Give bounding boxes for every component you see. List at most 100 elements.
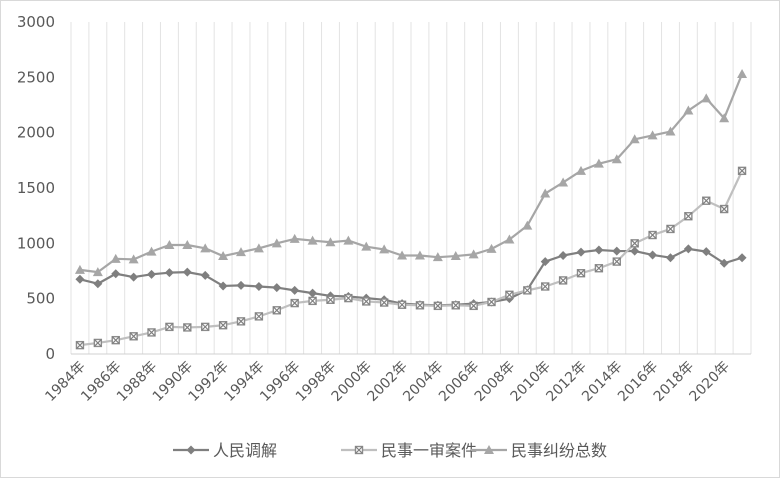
diamond-marker — [719, 258, 729, 268]
marker-cross — [362, 297, 371, 306]
square-x-marker — [612, 257, 621, 266]
square-x-marker — [93, 338, 103, 348]
triangle-marker — [253, 243, 264, 253]
triangle-marker — [307, 235, 318, 245]
square-x-marker — [576, 269, 586, 278]
square-x-marker — [684, 212, 693, 221]
triangle-marker — [182, 239, 193, 249]
square-x-marker — [344, 293, 353, 303]
marker-cross — [523, 286, 532, 295]
marker-cross — [111, 336, 120, 345]
diamond-marker — [665, 253, 675, 263]
diamond-marker — [540, 257, 550, 267]
y-tick-label: 2500 — [17, 68, 55, 86]
triangle-marker — [558, 177, 569, 187]
diamond-marker — [186, 445, 196, 455]
y-tick-label: 0 — [45, 345, 55, 363]
triangle-marker — [128, 254, 139, 264]
marker-cross — [165, 322, 174, 331]
y-tick-label: 2000 — [17, 124, 55, 142]
diamond-marker — [254, 281, 264, 291]
triangle-marker — [236, 247, 246, 257]
triangle-marker — [432, 252, 443, 262]
marker-cross — [684, 212, 693, 221]
square-x-marker — [737, 166, 747, 176]
y-tick-label: 3000 — [17, 13, 55, 31]
triangle-marker — [486, 243, 497, 253]
square-x-marker — [236, 317, 246, 326]
triangle-marker — [468, 249, 479, 259]
square-x-marker — [165, 322, 174, 332]
square-x-marker — [254, 312, 264, 321]
grid-layer — [70, 22, 752, 354]
marker-cross — [469, 301, 478, 310]
triangle-marker — [611, 154, 622, 164]
square-x-marker — [666, 224, 675, 234]
square-x-marker — [75, 340, 85, 350]
x-tick-label: 2020年 — [687, 359, 733, 405]
triangle-marker — [379, 244, 390, 254]
marker-cross — [702, 196, 711, 205]
diamond-marker — [129, 272, 139, 282]
triangle-marker — [450, 251, 461, 261]
marker-cross — [630, 239, 639, 248]
triangle-marker — [146, 246, 157, 256]
square-x-marker — [397, 300, 407, 309]
triangle-marker — [484, 445, 494, 454]
marker-cross — [541, 282, 550, 291]
diamond-marker — [111, 269, 121, 279]
marker-cross — [183, 323, 192, 332]
marker-cross — [290, 299, 299, 308]
triangle-marker — [665, 126, 676, 136]
triangle-marker — [719, 113, 730, 123]
triangle-marker — [701, 93, 712, 103]
marker-cross — [308, 296, 317, 305]
marker-cross — [201, 322, 210, 331]
square-x-marker — [362, 297, 371, 306]
marker-cross — [398, 300, 406, 309]
triangle-marker — [397, 250, 408, 260]
marker-cross — [648, 231, 657, 239]
diamond-marker — [218, 281, 228, 291]
series — [74, 69, 748, 277]
diamond-marker — [558, 251, 568, 261]
marker-cross — [272, 306, 281, 315]
marker-cross — [254, 312, 263, 321]
marker-cross — [594, 264, 603, 273]
marker-cross — [93, 339, 102, 347]
marker-cross — [326, 295, 335, 304]
diamond-marker — [75, 274, 85, 284]
triangle-marker — [110, 253, 121, 263]
square-x-marker — [183, 323, 192, 332]
diamond-marker — [308, 288, 318, 298]
square-x-marker — [558, 276, 568, 285]
triangle-marker — [576, 165, 586, 175]
square-x-marker — [541, 282, 550, 291]
marker-cross — [720, 205, 729, 213]
marker-cross — [76, 341, 84, 350]
diamond-marker — [594, 245, 604, 255]
triangle-marker — [343, 235, 354, 245]
y-tick-label: 500 — [26, 290, 55, 308]
y-tick-label: 1000 — [17, 234, 55, 252]
square-x-marker — [469, 301, 478, 311]
marker-cross — [344, 294, 353, 303]
marker-cross — [505, 290, 514, 299]
triangle-marker — [683, 105, 694, 115]
diamond-marker — [576, 247, 586, 257]
diamond-marker — [93, 279, 103, 289]
marker-cross — [416, 301, 424, 310]
square-x-marker — [147, 328, 156, 337]
series-layer — [74, 69, 748, 350]
marker-cross — [355, 446, 363, 454]
square-x-marker — [111, 335, 120, 345]
square-x-marker — [415, 301, 425, 310]
marker-cross — [612, 257, 621, 266]
triangle-marker — [593, 158, 604, 168]
diamond-marker — [737, 253, 747, 263]
diamond-marker — [612, 246, 622, 256]
triangle-marker — [289, 233, 300, 243]
marker-cross — [147, 328, 156, 337]
legend-label: 人民调解 — [213, 441, 277, 460]
square-x-marker — [379, 298, 389, 307]
